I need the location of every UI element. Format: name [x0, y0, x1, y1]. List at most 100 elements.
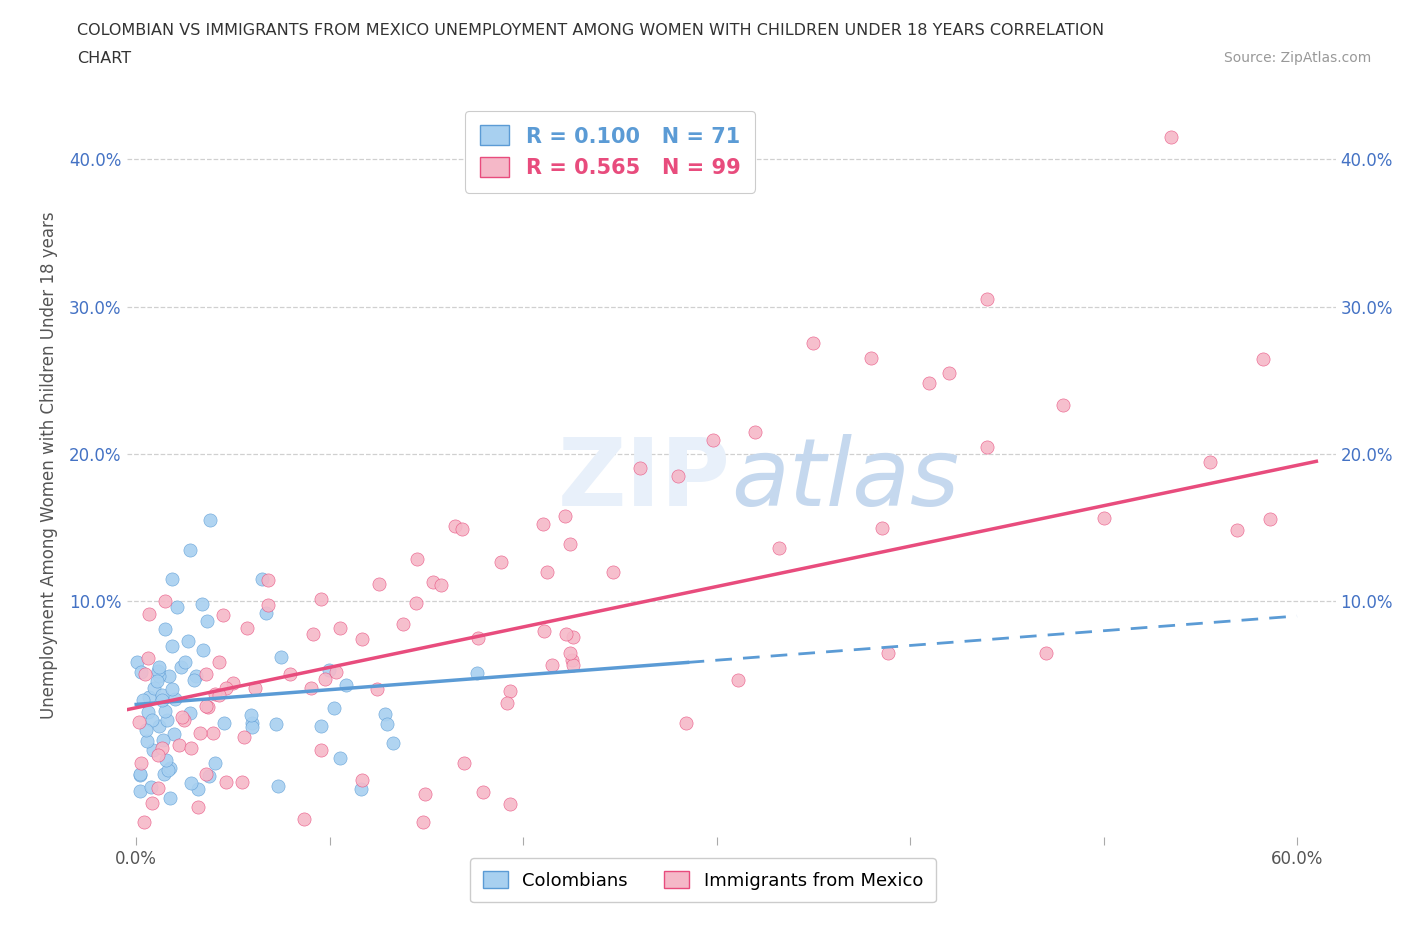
Point — [183, 672, 205, 687]
Point — [335, 677, 357, 692]
Point — [744, 424, 766, 439]
Point — [150, 693, 173, 708]
Point — [242, 716, 264, 731]
Point — [195, 698, 218, 713]
Point — [412, 815, 434, 830]
Point — [160, 639, 183, 654]
Point — [239, 708, 262, 723]
Point — [768, 540, 790, 555]
Point — [187, 782, 209, 797]
Point — [309, 742, 332, 757]
Point — [352, 773, 374, 788]
Point — [138, 606, 160, 621]
Point — [405, 595, 427, 610]
Point — [163, 692, 186, 707]
Point — [170, 710, 193, 724]
Point — [190, 725, 212, 740]
Point — [540, 658, 562, 672]
Point — [1226, 523, 1249, 538]
Point — [129, 664, 152, 679]
Point — [976, 292, 998, 307]
Point — [602, 565, 624, 579]
Point — [179, 705, 201, 720]
Point — [256, 597, 278, 612]
Point — [499, 684, 522, 698]
Point — [489, 555, 512, 570]
Point — [245, 681, 267, 696]
Point — [367, 577, 389, 591]
Point — [173, 712, 195, 727]
Point — [159, 790, 181, 805]
Point — [167, 737, 190, 752]
Point — [471, 784, 494, 799]
Point — [138, 651, 160, 666]
Point — [467, 631, 489, 645]
Point — [215, 775, 238, 790]
Point — [195, 614, 218, 629]
Point — [443, 518, 465, 533]
Point — [264, 716, 287, 731]
Point — [155, 752, 177, 767]
Point — [877, 645, 900, 660]
Point — [198, 769, 221, 784]
Point — [325, 664, 347, 679]
Point — [375, 717, 398, 732]
Point — [141, 796, 163, 811]
Point — [465, 666, 488, 681]
Point — [141, 779, 163, 794]
Point — [976, 440, 998, 455]
Point — [531, 517, 554, 532]
Point — [184, 669, 207, 684]
Point — [1035, 645, 1057, 660]
Point — [153, 594, 176, 609]
Legend: Colombians, Immigrants from Mexico: Colombians, Immigrants from Mexico — [470, 858, 936, 902]
Point — [1052, 398, 1074, 413]
Point — [1258, 512, 1281, 526]
Point — [860, 351, 883, 365]
Point — [148, 719, 170, 734]
Point — [179, 542, 201, 557]
Point — [561, 630, 583, 644]
Point — [212, 715, 235, 730]
Text: COLOMBIAN VS IMMIGRANTS FROM MEXICO UNEMPLOYMENT AMONG WOMEN WITH CHILDREN UNDER: COLOMBIAN VS IMMIGRANTS FROM MEXICO UNEM… — [77, 23, 1105, 38]
Point — [153, 766, 176, 781]
Point — [138, 690, 160, 705]
Point — [148, 664, 170, 679]
Point — [318, 663, 340, 678]
Point — [231, 774, 253, 789]
Point — [194, 667, 217, 682]
Point — [374, 707, 396, 722]
Point — [413, 786, 436, 801]
Point — [254, 605, 277, 620]
Point — [727, 673, 749, 688]
Point — [204, 756, 226, 771]
Point — [309, 591, 332, 606]
Point — [135, 723, 157, 737]
Point — [496, 696, 519, 711]
Point — [240, 720, 263, 735]
Point — [156, 763, 179, 777]
Point — [204, 686, 226, 701]
Point — [562, 658, 585, 672]
Point — [132, 692, 155, 707]
Point — [329, 751, 352, 765]
Point — [146, 780, 169, 795]
Point — [257, 573, 280, 588]
Point — [918, 376, 941, 391]
Point — [152, 741, 174, 756]
Point — [190, 597, 212, 612]
Point — [150, 687, 173, 702]
Point — [180, 776, 202, 790]
Point — [558, 537, 581, 551]
Point — [187, 800, 209, 815]
Point — [278, 667, 301, 682]
Point — [422, 575, 444, 590]
Point — [1160, 130, 1182, 145]
Point — [134, 667, 156, 682]
Point — [533, 623, 555, 638]
Point — [146, 673, 169, 688]
Point — [214, 681, 236, 696]
Point — [801, 336, 824, 351]
Point — [250, 572, 273, 587]
Point — [166, 600, 188, 615]
